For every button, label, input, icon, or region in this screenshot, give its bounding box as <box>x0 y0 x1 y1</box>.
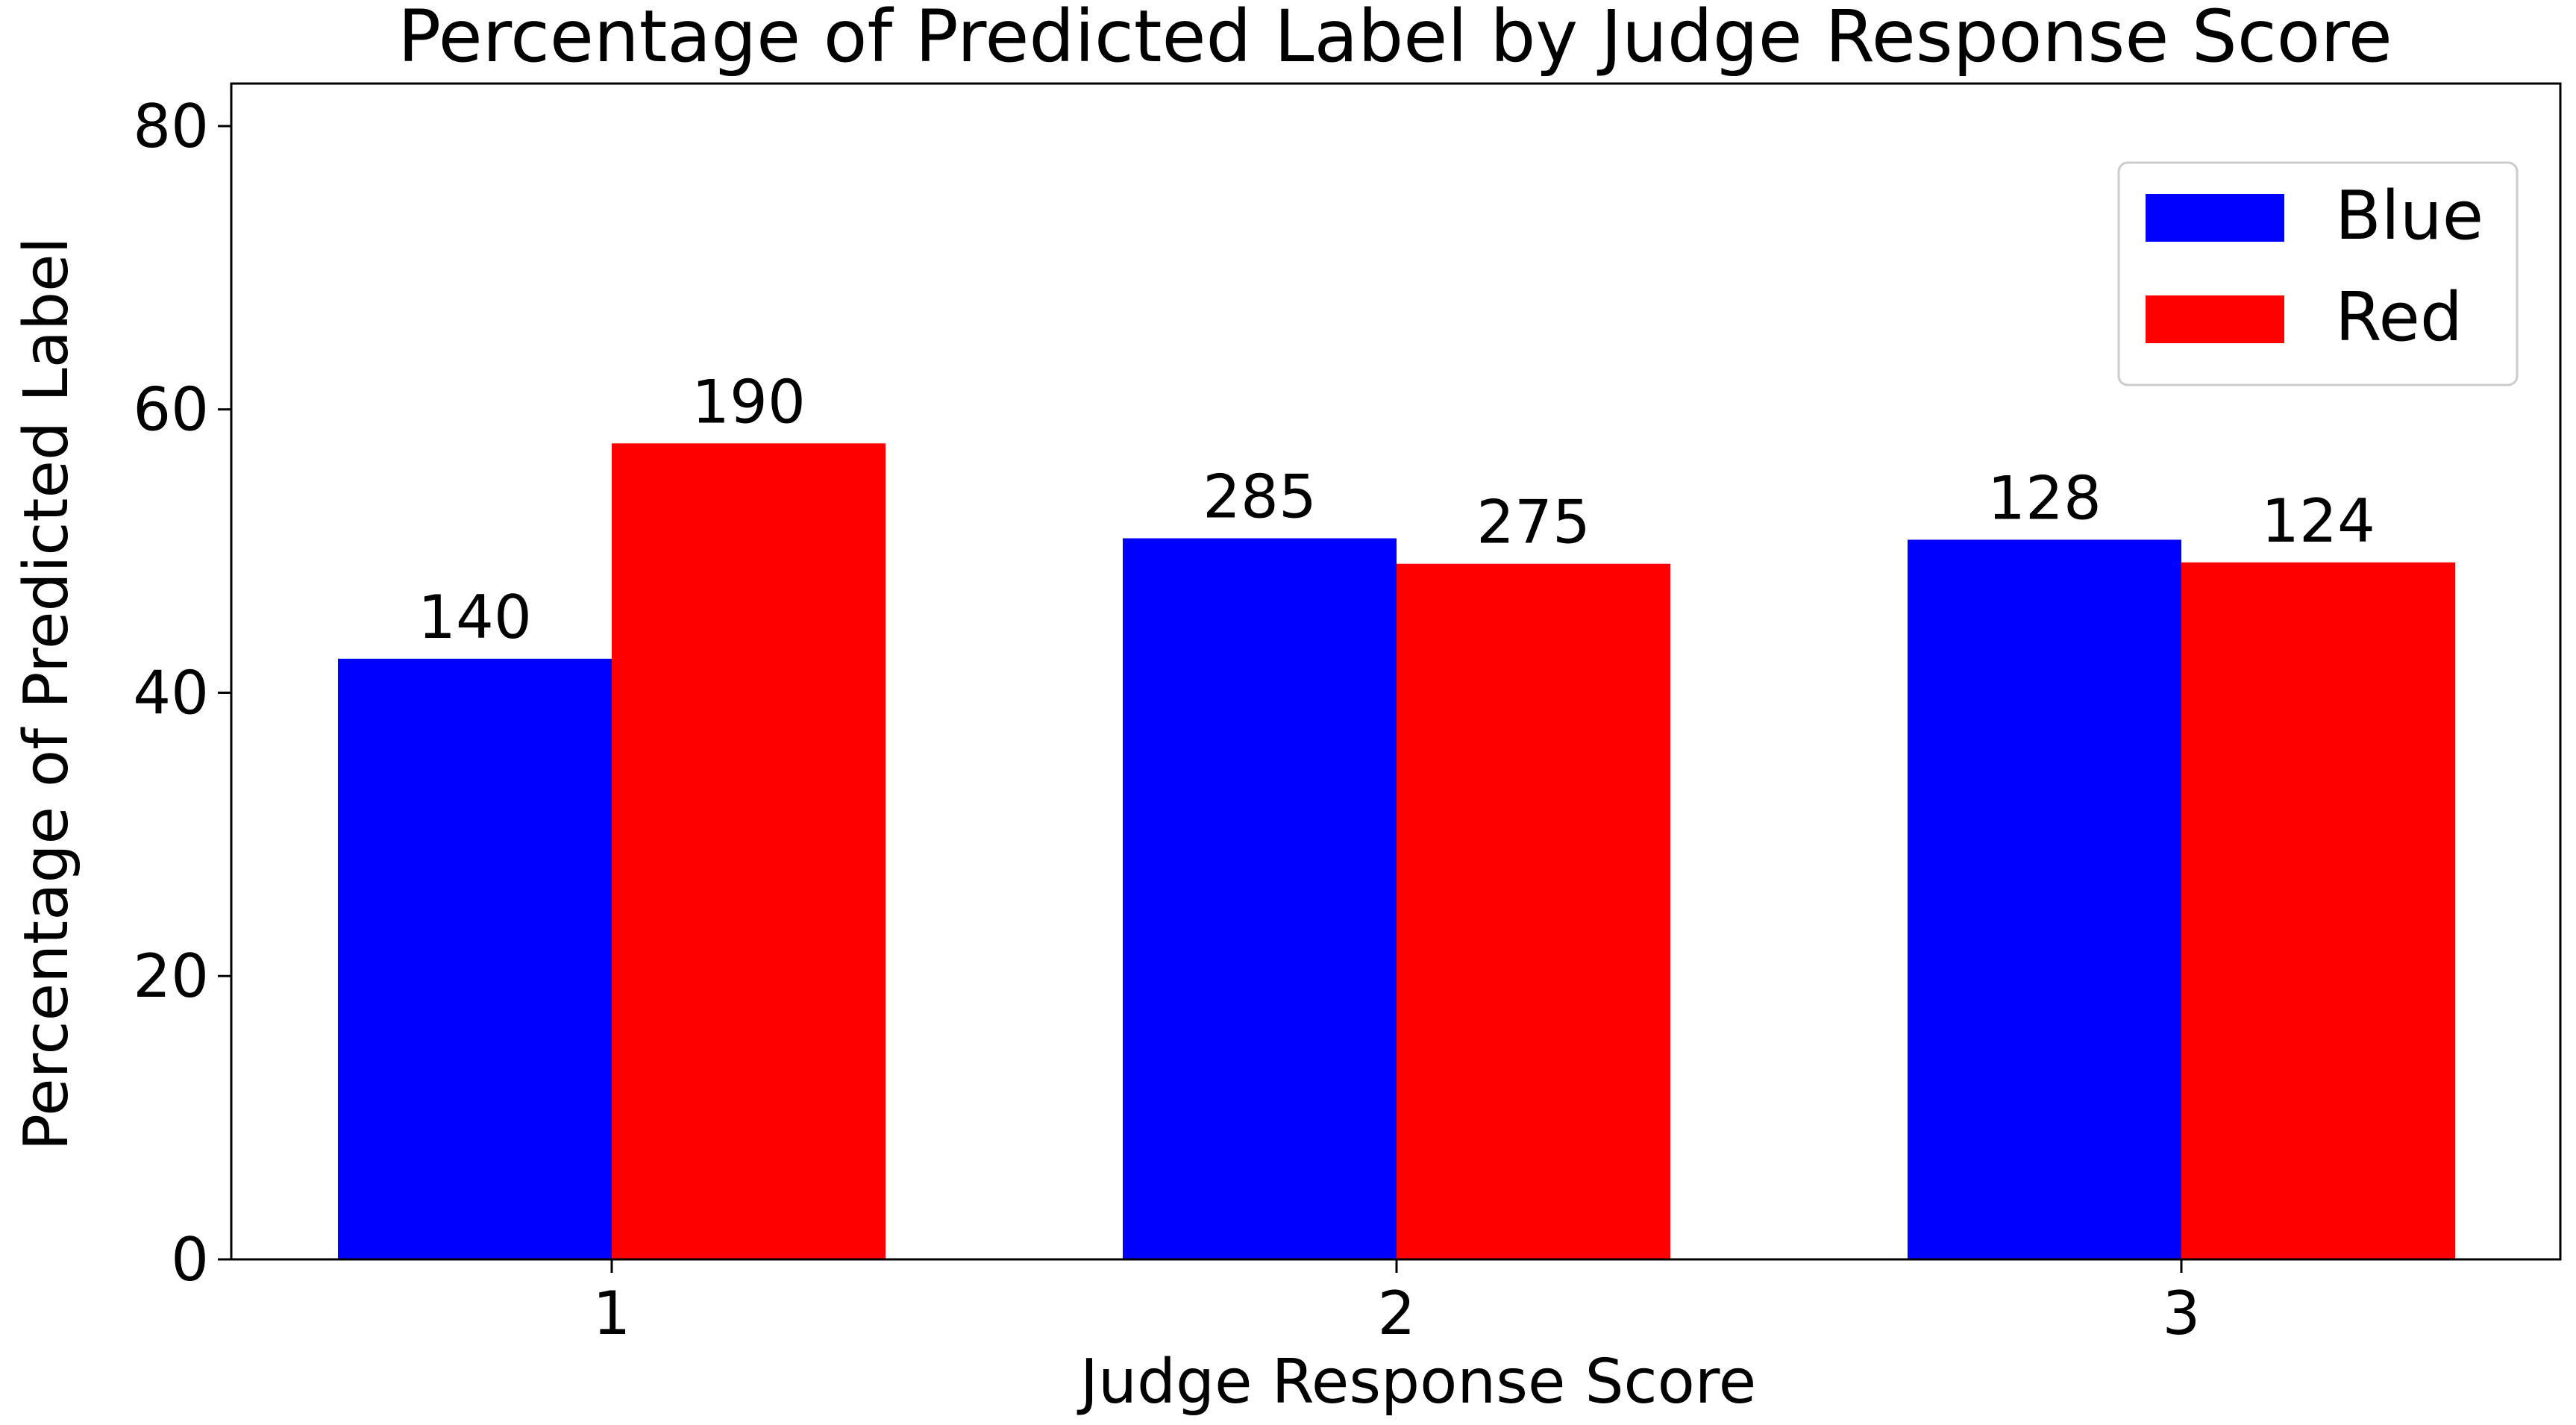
bar-value-label: 190 <box>692 367 806 436</box>
bar-blue-3 <box>1908 539 2181 1259</box>
bar-value-label: 285 <box>1203 463 1317 532</box>
bar-value-label: 128 <box>1987 463 2102 533</box>
y-tick-label: 60 <box>133 375 209 445</box>
x-tick-label: 1 <box>593 1279 631 1348</box>
x-tick-label: 3 <box>2163 1279 2201 1348</box>
y-tick-label: 40 <box>133 658 209 727</box>
bar-blue-1 <box>338 658 612 1259</box>
chart-title: Percentage of Predicted Label by Judge R… <box>398 0 2392 78</box>
bar-red-3 <box>2181 562 2455 1259</box>
bar-value-label: 140 <box>418 583 532 652</box>
y-tick-label: 0 <box>171 1225 209 1294</box>
legend-swatch-red <box>2146 295 2284 343</box>
bar-labels-group: 140 285 128 190 275 124 <box>418 367 2375 652</box>
x-axis-ticks: 1 2 3 <box>593 1259 2201 1348</box>
bar-red-2 <box>1397 563 1670 1259</box>
bar-red-1 <box>612 443 886 1260</box>
bar-value-label: 275 <box>1476 488 1591 557</box>
legend-label-blue: Blue <box>2335 177 2483 255</box>
y-tick-label: 20 <box>133 942 209 1011</box>
bars-group <box>338 443 2455 1260</box>
y-axis-title: Percentage of Predicted Label <box>11 237 82 1151</box>
y-axis-ticks: 0 20 40 60 80 <box>133 92 231 1294</box>
legend: Blue Red <box>2117 161 2519 386</box>
bar-value-label: 124 <box>2261 486 2375 556</box>
legend-swatch-blue <box>2146 194 2284 242</box>
y-tick-label: 80 <box>133 92 209 161</box>
bar-blue-2 <box>1123 538 1397 1259</box>
x-tick-label: 2 <box>1378 1279 1416 1348</box>
x-axis-title: Judge Response Score <box>1077 1347 1756 1418</box>
legend-label-red: Red <box>2335 278 2463 357</box>
